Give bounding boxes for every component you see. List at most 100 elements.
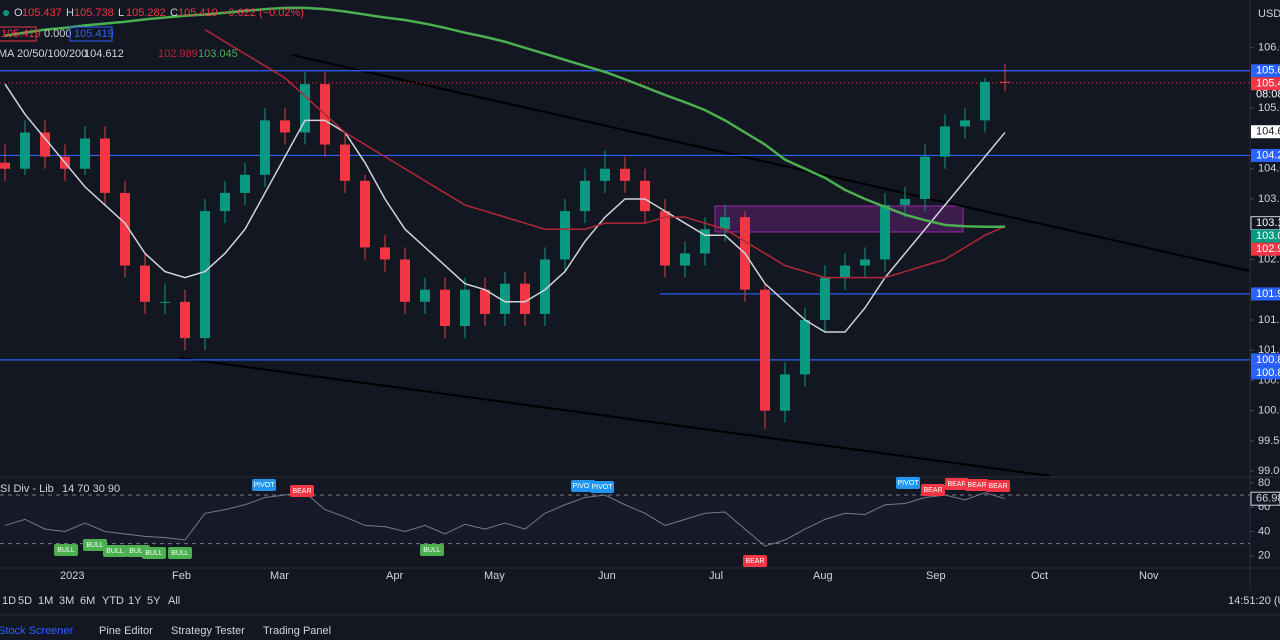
signal-label: BEAR xyxy=(292,488,311,495)
ma-line xyxy=(4,6,1005,229)
signal-label: PIVOT xyxy=(591,484,613,491)
ma-line xyxy=(204,28,1006,279)
candle-body xyxy=(0,162,10,169)
range-button[interactable]: 1D xyxy=(2,595,16,607)
tab[interactable]: Strategy Tester xyxy=(171,625,245,637)
range-button[interactable]: 5D xyxy=(18,595,32,607)
ma-line xyxy=(4,83,1006,333)
tab[interactable]: Stock Screener xyxy=(0,625,74,637)
price-label-box xyxy=(1251,64,1280,78)
signal-box xyxy=(986,480,1010,492)
y-tick-label: 106.00 xyxy=(1258,42,1280,54)
candle-body xyxy=(700,229,710,254)
signal-label: BULL xyxy=(171,550,189,557)
signal-box xyxy=(743,555,767,567)
signal-label: BEAR xyxy=(967,482,986,489)
rsi-tick-label: 80 xyxy=(1258,477,1270,489)
candle-body xyxy=(340,144,350,181)
change: −0.022 (−0.02%) xyxy=(222,7,304,19)
range-button[interactable]: 6M xyxy=(80,595,95,607)
x-tick-label: Nov xyxy=(1139,570,1159,582)
signal-box xyxy=(420,544,444,556)
signal-label: BEAR xyxy=(988,483,1007,490)
price-label: 100.8 xyxy=(1256,367,1280,379)
candle-body xyxy=(80,138,90,169)
price-label: 104.2 xyxy=(1256,149,1280,161)
tab[interactable]: Trading Panel xyxy=(263,625,331,637)
candle-body xyxy=(760,289,770,411)
signal-box xyxy=(571,480,595,492)
signal-label: BEAR xyxy=(947,481,966,488)
candle-body xyxy=(140,265,150,302)
ohlc-key: C xyxy=(170,7,178,19)
signal-box xyxy=(590,481,614,493)
ask: 105.419 xyxy=(74,28,114,40)
candle-body xyxy=(620,168,630,181)
signal-box xyxy=(252,479,276,491)
signal-label: PIVOT xyxy=(253,482,275,489)
signal-label: PIVOT xyxy=(572,483,594,490)
candle-body xyxy=(20,132,30,169)
x-tick-label: Sep xyxy=(926,570,946,582)
ohlc-key: L xyxy=(118,7,124,19)
signal-box xyxy=(54,544,78,556)
rsi-line xyxy=(4,492,1006,547)
range-button[interactable]: YTD xyxy=(102,595,124,607)
price-label-box xyxy=(1251,77,1280,91)
range-button[interactable]: All xyxy=(168,595,180,607)
candle-body xyxy=(980,81,990,121)
range-button[interactable]: 3M xyxy=(59,595,74,607)
price-label: 102.9 xyxy=(1256,243,1280,255)
signal-label: BEAR xyxy=(745,558,764,565)
candle-body xyxy=(680,253,690,266)
ohlc-key: H xyxy=(66,7,74,19)
price-label: 105.4 xyxy=(1256,78,1280,90)
candle-body xyxy=(440,289,450,327)
range-button[interactable]: 1M xyxy=(38,595,53,607)
rsi-last-box xyxy=(1250,491,1280,506)
x-tick-label: Feb xyxy=(172,570,191,582)
signal-label: PIVOT xyxy=(897,480,919,487)
candle-body xyxy=(400,259,410,302)
signal-label: BEAR xyxy=(923,487,942,494)
tab[interactable]: Pine Editor xyxy=(99,625,153,637)
candle-body xyxy=(780,374,790,411)
price-label: 101.9 xyxy=(1256,288,1280,300)
price-label-box xyxy=(1251,353,1280,367)
price-label: 105.6 xyxy=(1256,65,1280,77)
signal-label: BULL xyxy=(86,542,104,549)
y-tick-label: 105.00 xyxy=(1258,102,1280,114)
rsi-title: SI Div - Lib xyxy=(0,483,54,495)
price-label-box xyxy=(1251,148,1280,162)
spread: 0.000 xyxy=(44,28,72,40)
y-tick-label: 103.50 xyxy=(1258,193,1280,205)
signal-box xyxy=(290,485,314,497)
ma-value: 103.045 xyxy=(198,48,238,60)
range-button[interactable]: 1Y xyxy=(128,595,142,607)
signal-box xyxy=(896,477,920,489)
candle-body xyxy=(40,132,50,157)
ohlc-key: O xyxy=(14,7,23,19)
x-tick-label: Aug xyxy=(813,570,833,582)
candle-body xyxy=(260,120,270,175)
bid: 105.419 xyxy=(1,28,41,40)
signal-box xyxy=(945,478,969,490)
candle-body xyxy=(240,174,250,193)
rsi-params: 14 70 30 90 xyxy=(62,483,120,495)
y-tick-label: 104.00 xyxy=(1258,163,1280,175)
range-button[interactable]: 5Y xyxy=(147,595,161,607)
signal-label: BULL xyxy=(106,548,124,555)
candle-body xyxy=(380,247,390,260)
candle-body xyxy=(160,301,170,303)
price-label: 103.1 xyxy=(1256,217,1280,229)
x-tick-label: Oct xyxy=(1031,570,1048,582)
rsi-tick-label: 40 xyxy=(1258,525,1270,537)
signal-box xyxy=(103,545,127,557)
rsi-band xyxy=(0,495,1250,544)
ohlc-value: 105.419 xyxy=(178,7,218,19)
countdown: 08:08 xyxy=(1256,89,1280,101)
trend-line xyxy=(179,357,1051,477)
candle-body xyxy=(280,120,290,133)
candle-body xyxy=(900,198,910,206)
